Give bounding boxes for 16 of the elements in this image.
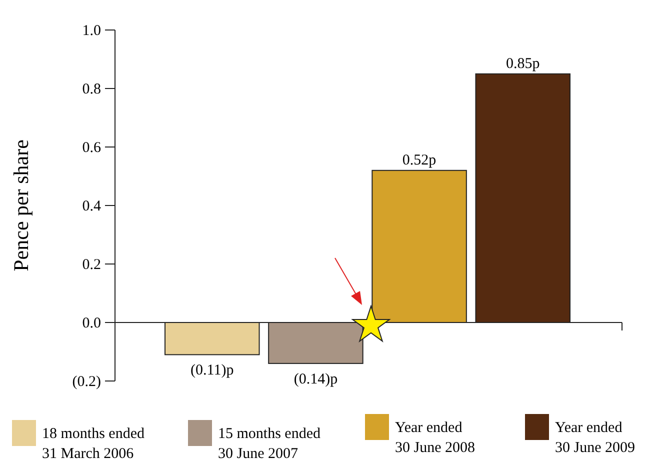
data-label: (0.14)p (294, 371, 338, 388)
data-label: (0.11)p (190, 362, 234, 379)
legend-label: 18 months ended 31 March 2006 (42, 426, 145, 462)
y-tick-label: 0.6 (82, 140, 102, 156)
y-tick-label: 0.0 (82, 316, 101, 332)
y-tick-label: (0.2) (72, 374, 101, 390)
legend-label: Year ended 30 June 2008 (395, 420, 475, 456)
y-tick-label: 1.0 (82, 23, 101, 39)
y-axis-title: Pence per share (9, 140, 33, 272)
legend-label: 15 months ended 30 June 2007 (218, 426, 321, 462)
y-tick-label: 0.4 (82, 198, 102, 214)
y-tick-label: 0.2 (82, 257, 101, 273)
legend-label: Year ended 30 June 2009 (555, 420, 635, 456)
y-tick-label: 0.8 (82, 82, 101, 98)
data-label: 0.52p (402, 152, 436, 168)
data-label: 0.85p (506, 56, 540, 72)
